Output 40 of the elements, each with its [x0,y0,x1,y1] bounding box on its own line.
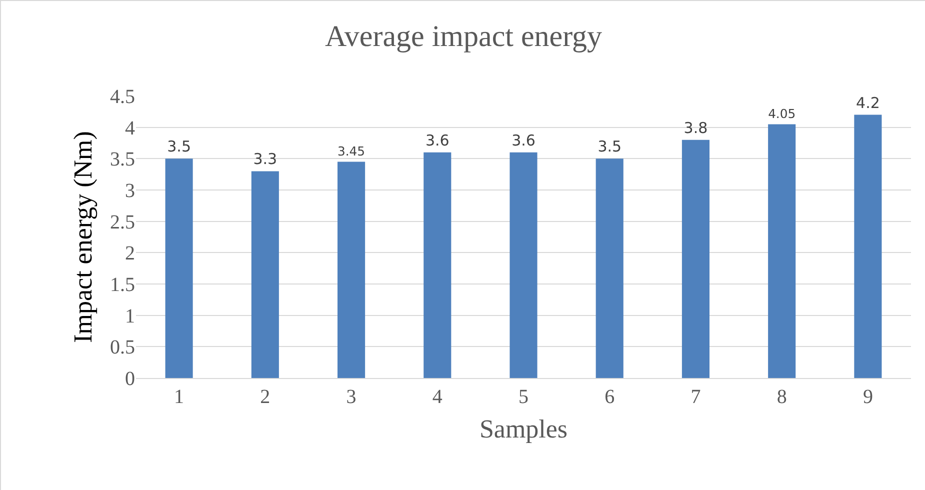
x-tick-label: 5 [518,386,528,408]
data-label: 3.6 [512,131,536,150]
y-axis-title: Impact energy (Nm) [68,131,98,343]
bar [854,114,882,378]
x-tick-label: 1 [174,386,184,408]
y-tick-label: 2 [125,242,135,265]
x-tick-label: 4 [432,386,442,408]
y-tick-label: 0 [125,368,135,390]
bar [338,162,366,378]
x-axis-title: Samples [479,414,568,444]
x-tick-label: 7 [690,386,701,408]
x-tick-label: 6 [604,386,615,408]
data-label: 3.3 [253,150,278,168]
bar [682,140,710,378]
y-tick-label: 4 [125,117,135,140]
bar [424,152,452,378]
data-label: 3.45 [338,144,366,158]
y-tick-label: 1 [125,305,135,328]
x-tick-label: 9 [862,386,873,408]
y-tick-label: 3 [125,180,135,202]
bar [251,171,279,378]
data-label: 4.2 [856,94,880,112]
data-label: 4.05 [768,106,796,121]
y-tick-label: 3.5 [110,148,135,171]
y-tick-label: 1.5 [110,274,135,296]
data-label: 3.5 [167,138,191,156]
bar [165,158,193,378]
x-tick-label: 3 [346,386,356,408]
data-label: 3.5 [598,138,622,156]
bar [510,152,538,378]
bar [768,124,796,378]
y-tick-label: 2.5 [110,211,135,234]
data-label: 3.8 [684,118,708,137]
x-tick-label: 8 [776,386,787,408]
y-tick-label: 4.5 [110,86,135,108]
data-label: 3.6 [425,131,450,150]
x-tick-label: 2 [260,386,270,408]
chart-title: Average impact energy [324,20,602,53]
y-tick-label: 0.5 [110,336,135,359]
bar [596,158,624,378]
